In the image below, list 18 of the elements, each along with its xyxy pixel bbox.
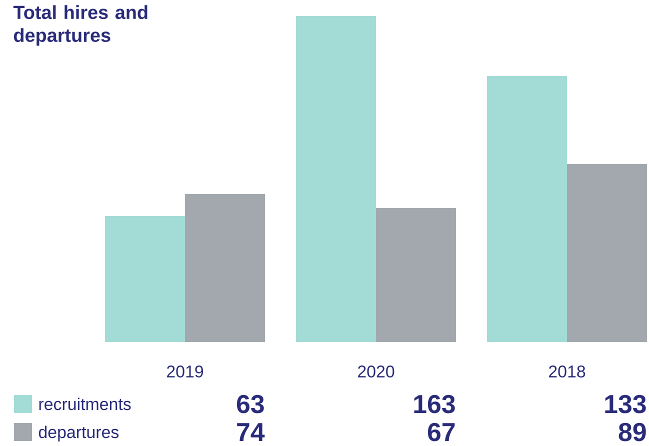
bar — [105, 216, 186, 342]
bar — [376, 208, 456, 342]
x-tick-label: 2019 — [167, 366, 204, 378]
data-label: 67 — [428, 422, 455, 442]
data-label: 133 — [605, 394, 646, 414]
bar — [567, 164, 648, 342]
bar — [296, 16, 376, 342]
data-label: 63 — [236, 394, 264, 414]
data-label: 163 — [414, 394, 455, 414]
bar — [487, 76, 568, 342]
chart-title: Total hires and departures — [13, 5, 148, 46]
bar — [185, 194, 266, 342]
data-label: 74 — [237, 423, 265, 441]
data-label: 89 — [618, 422, 646, 442]
legend-label: recruitments — [39, 398, 131, 410]
x-tick-label: 2018 — [549, 366, 586, 378]
x-tick-label: 2020 — [358, 366, 394, 378]
legend-label: departures — [38, 426, 119, 442]
